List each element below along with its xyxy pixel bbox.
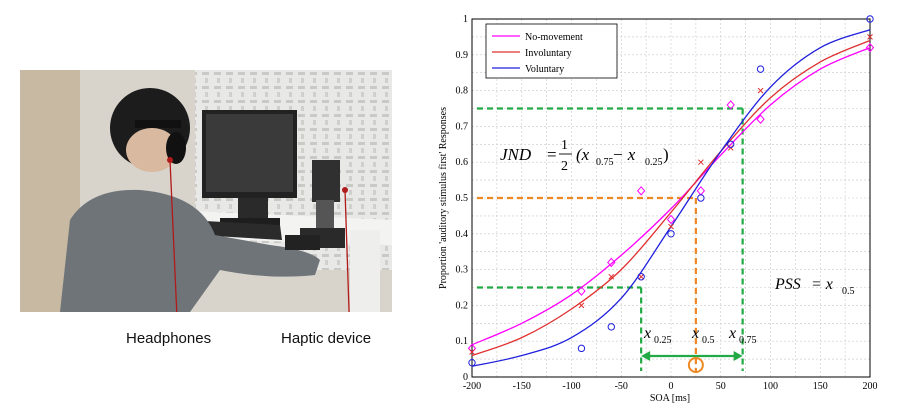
marker-no-movement <box>756 114 765 124</box>
psychometric-chart: -200 -150 -100 -50 0 50 100 150 200 0 0.1 0.2 0.3 0.4… <box>430 0 898 408</box>
jnd-close: ) <box>663 145 669 164</box>
marker-no-movement <box>726 100 735 110</box>
ticks: -200 -150 -100 -50 0 50 100 150 200 0 0.1 0.2 0.3 0.4… <box>456 14 878 392</box>
legend-label-voluntary: Voluntary <box>525 64 564 75</box>
marker-involuntary <box>638 273 645 280</box>
jnd-formula: JND = 1 2 (x 0.75 − x 0.25 ) <box>500 138 669 174</box>
y-tick-label: 0.1 <box>456 336 469 347</box>
haptic-device-label: Haptic device <box>281 330 372 347</box>
y-tick-label: 0.4 <box>456 229 469 240</box>
x-axis-label: SOA [ms] <box>650 393 690 404</box>
pss-circle-marker <box>687 357 704 373</box>
legend: No-movement Involuntary Voluntary <box>485 23 618 79</box>
marker-no-movement <box>666 214 676 225</box>
marker-involuntary <box>578 302 585 309</box>
y-tick-label: 0.2 <box>456 300 469 311</box>
x05-base: x <box>691 325 699 342</box>
y-tick-label: 0 <box>463 372 468 383</box>
marker-involuntary <box>469 349 475 355</box>
x-tick-label: 0 <box>669 381 674 392</box>
jnd-arrowhead-right <box>733 351 743 361</box>
markers <box>467 15 875 367</box>
x-tick-label: -200 <box>463 381 481 392</box>
haptic-device <box>312 160 340 202</box>
y-tick-label: 0.5 <box>456 193 469 204</box>
legend-label-no-movement: No-movement <box>525 32 583 43</box>
x-tick-label: 50 <box>716 381 726 392</box>
x025-base: x <box>643 325 651 342</box>
headphones-label: Headphones <box>126 330 212 347</box>
marker-no-movement <box>577 286 586 296</box>
y-tick-label: 1 <box>463 14 468 25</box>
curve-involuntary <box>471 39 871 357</box>
headphones-shape <box>166 132 186 164</box>
marker-voluntary <box>727 140 735 149</box>
x-tick-label: -50 <box>615 381 628 392</box>
person-body <box>60 189 320 312</box>
x-tick-label: 150 <box>813 381 828 392</box>
pss-eq: = x <box>811 276 833 293</box>
marker-voluntary <box>756 65 765 73</box>
y-tick-label: 0.6 <box>456 157 469 168</box>
legend-label-involuntary: Involuntary <box>525 48 572 59</box>
x-tick-label: 200 <box>863 381 878 392</box>
pss-formula: PSS = x 0.5 <box>774 276 855 297</box>
jnd-sub2: 0.25 <box>645 157 663 168</box>
marker-involuntary <box>668 223 674 230</box>
guides <box>477 107 744 373</box>
chart-svg: -200 -150 -100 -50 0 50 100 150 200 0 0.1 0.2 0.3 0.4… <box>438 14 878 404</box>
y-tick-label: 0.9 <box>456 50 469 61</box>
curve-no-movement <box>471 47 871 346</box>
y-tick-label: 0.3 <box>456 265 469 276</box>
marker-involuntary <box>697 159 704 166</box>
jnd-arrowhead-left <box>641 351 651 361</box>
x-tick-label: 100 <box>763 381 778 392</box>
x-tick-label: -150 <box>513 381 531 392</box>
marker-voluntary <box>637 273 645 281</box>
photo-illustration <box>20 70 392 312</box>
marker-voluntary <box>697 194 705 202</box>
x025-sub: 0.25 <box>654 335 672 346</box>
pss-sub: 0.5 <box>842 286 855 297</box>
marker-involuntary <box>757 87 764 94</box>
jnd-equals: = <box>547 145 557 164</box>
marker-voluntary <box>607 323 616 331</box>
pss-lhs: PSS <box>774 276 801 293</box>
marker-no-movement <box>636 186 646 196</box>
marker-no-movement <box>607 257 616 268</box>
x075-sub: 0.75 <box>739 335 757 346</box>
jnd-frac-num: 1 <box>561 138 568 153</box>
jnd-mid: − x <box>612 145 636 164</box>
jnd-lhs: JND <box>500 145 532 164</box>
marker-voluntary <box>577 344 586 353</box>
y-tick-label: 0.7 <box>456 121 469 132</box>
y-axis-label: Proportion 'auditory stimulus first' Res… <box>438 107 449 289</box>
jnd-frac-den: 2 <box>561 159 568 174</box>
x05-sub: 0.5 <box>702 335 715 346</box>
jnd-sub1: 0.75 <box>596 157 614 168</box>
quantile-labels: x 0.25 x 0.5 x 0.75 <box>643 325 757 346</box>
plot-frame <box>471 18 871 378</box>
x075-base: x <box>728 325 736 342</box>
marker-voluntary <box>667 230 675 238</box>
x-tick-label: -100 <box>562 381 580 392</box>
y-tick-label: 0.8 <box>456 86 469 97</box>
marker-involuntary <box>608 273 615 280</box>
marker-voluntary <box>866 15 874 23</box>
experiment-photo <box>20 70 392 312</box>
marker-no-movement <box>696 186 706 196</box>
marker-no-movement <box>865 42 875 53</box>
marker-involuntary <box>867 34 873 40</box>
jnd-open: (x <box>576 145 590 164</box>
marker-voluntary <box>468 358 476 367</box>
